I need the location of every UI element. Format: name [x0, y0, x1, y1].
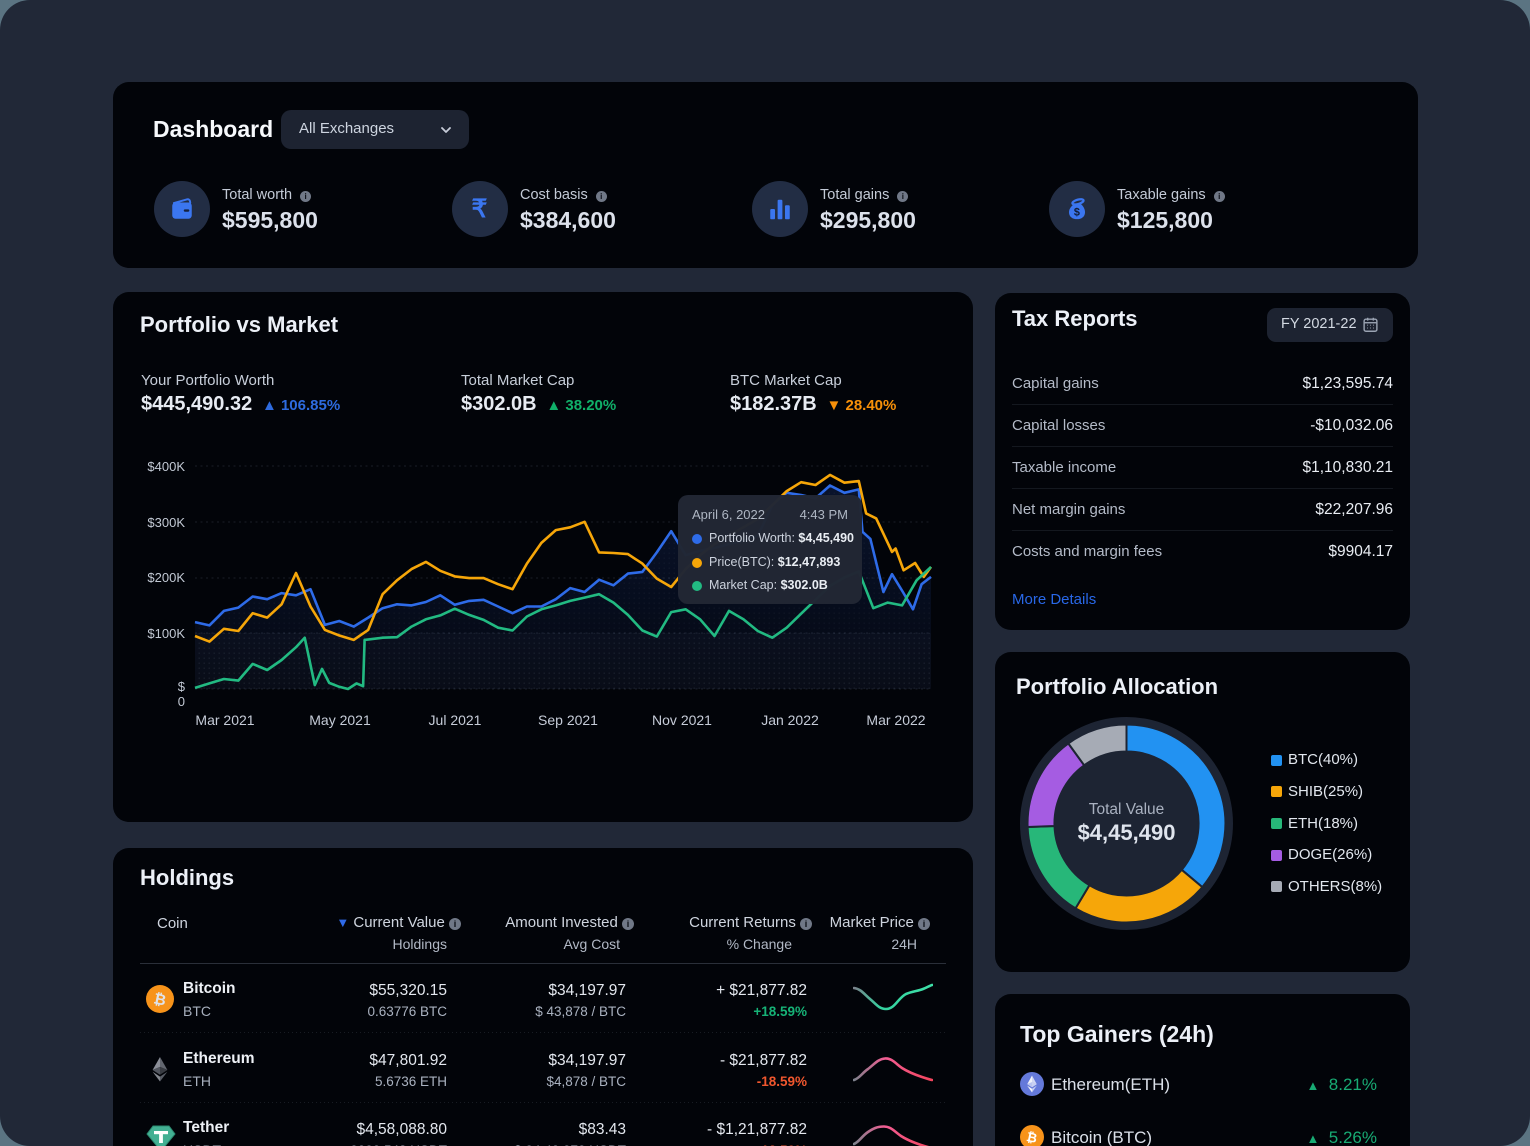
svg-text:Mar 2022: Mar 2022: [866, 712, 925, 728]
svg-text:Nov 2021: Nov 2021: [652, 712, 712, 728]
svg-text:0: 0: [178, 694, 185, 709]
svg-text:$: $: [1073, 207, 1079, 219]
svg-text:$300K: $300K: [147, 515, 185, 530]
svg-text:₿: ₿: [1025, 1129, 1038, 1146]
svg-text:Sep 2021: Sep 2021: [538, 712, 598, 728]
svg-text:Jul 2021: Jul 2021: [429, 712, 482, 728]
svg-text:Mar 2021: Mar 2021: [195, 712, 254, 728]
svg-text:$4,45,490: $4,45,490: [1078, 820, 1176, 845]
svg-text:Jan 2022: Jan 2022: [761, 712, 819, 728]
svg-text:Total Value: Total Value: [1089, 801, 1165, 818]
svg-text:$400K: $400K: [147, 459, 185, 474]
svg-text:$200K: $200K: [147, 570, 185, 585]
svg-text:$100K: $100K: [147, 626, 185, 641]
svg-text:$: $: [178, 679, 186, 694]
svg-text:May 2021: May 2021: [309, 712, 371, 728]
svg-text:₿: ₿: [152, 990, 168, 1009]
